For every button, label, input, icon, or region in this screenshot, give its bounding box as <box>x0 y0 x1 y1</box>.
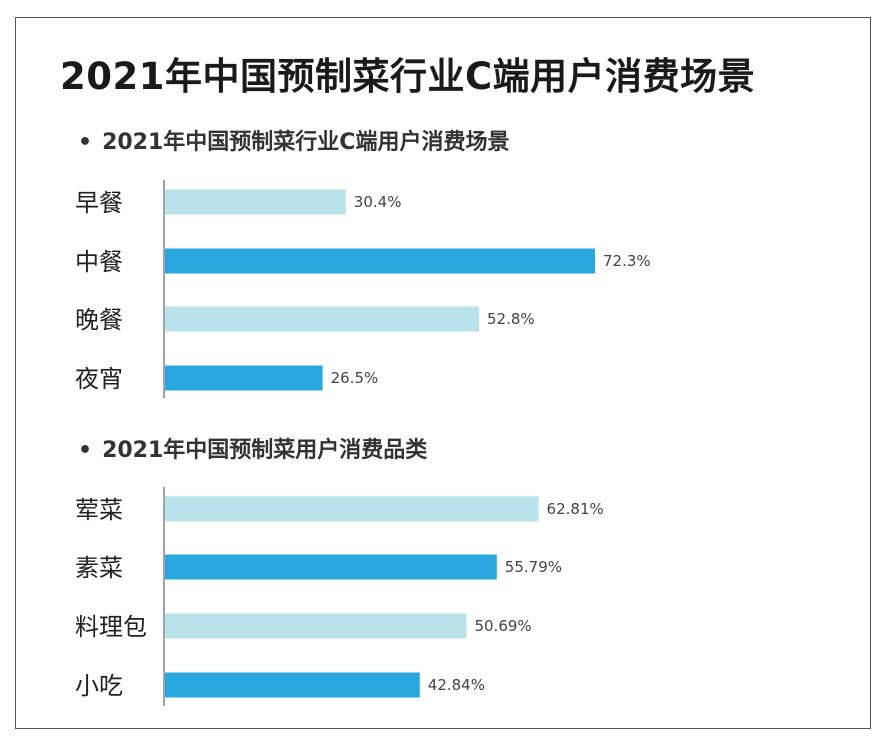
value-label: 52.8% <box>487 310 535 328</box>
value-label: 26.5% <box>331 369 379 387</box>
chart-frame <box>15 17 871 729</box>
category-label: 晚餐 <box>75 306 123 334</box>
value-label: 42.84% <box>428 676 485 694</box>
section-title-categories: • 2021年中国预制菜用户消费品类 <box>78 436 427 466</box>
bar <box>165 248 595 274</box>
main-title: 2021年中国预制菜行业C端用户消费场景 <box>60 55 756 98</box>
bar <box>165 672 420 698</box>
bullet: • <box>78 438 93 463</box>
value-label: 30.4% <box>354 193 402 211</box>
section-title-text: 2021年中国预制菜行业C端用户消费场景 <box>102 130 510 155</box>
value-label: 72.3% <box>603 252 651 270</box>
category-label: 荤菜 <box>75 496 123 524</box>
category-label: 素菜 <box>75 554 123 582</box>
bullet: • <box>78 130 93 155</box>
bar <box>165 554 497 580</box>
bar <box>165 189 346 215</box>
value-label: 55.79% <box>505 558 562 576</box>
bar <box>165 496 539 522</box>
section-title-scenes: • 2021年中国预制菜行业C端用户消费场景 <box>78 128 509 158</box>
value-label: 50.69% <box>474 617 531 635</box>
value-label: 62.81% <box>547 500 604 518</box>
bar <box>165 365 323 391</box>
category-label: 小吃 <box>75 672 123 700</box>
category-label: 中餐 <box>75 248 123 276</box>
bar <box>165 306 480 332</box>
category-label: 夜宵 <box>75 365 123 393</box>
section-title-text: 2021年中国预制菜用户消费品类 <box>102 438 428 463</box>
category-label: 早餐 <box>75 189 123 217</box>
category-label: 料理包 <box>75 613 147 641</box>
bar <box>165 613 467 639</box>
